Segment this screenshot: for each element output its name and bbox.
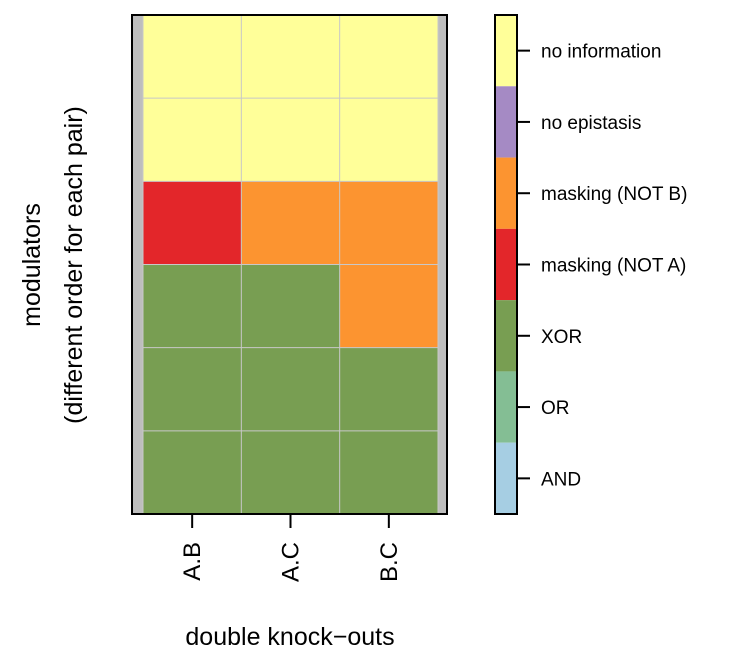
heatmap-cell xyxy=(241,264,340,348)
heatmap-cell xyxy=(241,15,340,99)
heatmap-cell xyxy=(339,181,438,265)
y-axis-title-line-2: (different order for each pair) xyxy=(60,106,88,424)
legend-label: no information xyxy=(541,42,661,63)
heatmap-cell xyxy=(143,181,242,265)
heatmap-cell xyxy=(339,430,438,514)
legend-label: masking (NOT B) xyxy=(541,184,687,205)
heatmap-cell xyxy=(339,264,438,348)
heatmap-cell xyxy=(143,347,242,431)
legend-swatch xyxy=(495,228,517,301)
heatmap-cell xyxy=(339,15,438,99)
heatmap-cell xyxy=(143,264,242,348)
legend-label: masking (NOT A) xyxy=(541,256,686,277)
legend: no information no epistasis masking (NOT B… xyxy=(494,14,687,515)
legend-label: AND xyxy=(541,469,581,490)
y-axis-title-line-1: modulators xyxy=(18,203,46,327)
legend-label: no epistasis xyxy=(541,113,641,134)
x-axis-title: double knock−outs xyxy=(185,623,394,651)
x-tick-label: A.B xyxy=(179,542,206,581)
x-tick-label: A.C xyxy=(278,542,305,582)
legend-label: XOR xyxy=(541,327,582,348)
legend-swatch xyxy=(495,371,517,443)
x-axis: A.B A.C B.C xyxy=(179,514,403,582)
heatmap-cell xyxy=(241,181,340,265)
legend-swatch xyxy=(495,157,517,229)
legend-label: OR xyxy=(541,398,570,419)
heatmap-cell xyxy=(241,98,340,182)
grid-lines xyxy=(142,15,439,514)
heatmap-cell xyxy=(339,98,438,182)
x-tick-label: B.C xyxy=(376,542,403,582)
legend-swatch xyxy=(495,442,517,514)
legend-frame xyxy=(494,14,518,515)
legend-swatch xyxy=(495,300,517,372)
heatmap-cell xyxy=(339,347,438,431)
legend-swatch xyxy=(495,86,517,158)
heatmap-cell xyxy=(143,430,242,514)
heatmap-cell xyxy=(143,15,242,99)
heatmap-cell xyxy=(241,430,340,514)
legend-swatch xyxy=(495,15,517,87)
heatmap-cell xyxy=(241,347,340,431)
heatmap-cell xyxy=(143,98,242,182)
